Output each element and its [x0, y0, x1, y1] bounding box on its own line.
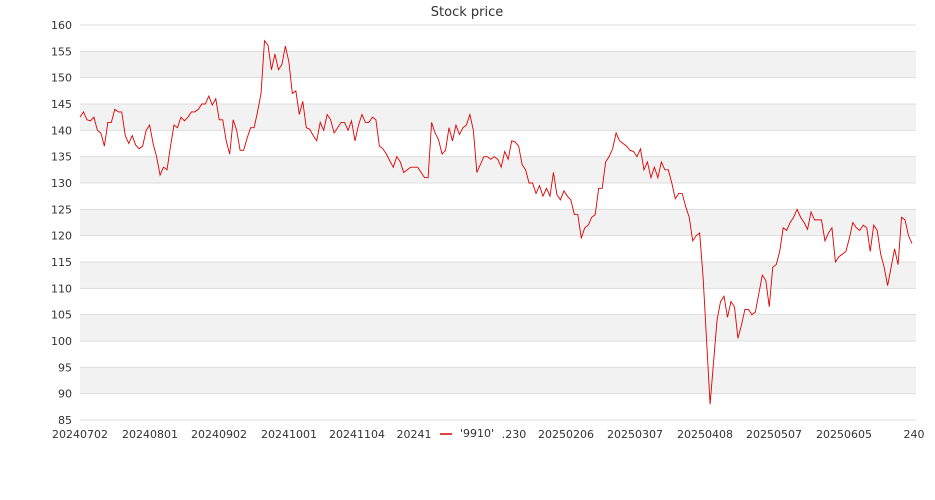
x-tick-label: 240 [904, 428, 925, 441]
background-band [80, 156, 916, 183]
y-tick-label: 135 [51, 151, 72, 164]
x-tick-label: 20250307 [607, 428, 663, 441]
background-bands [80, 51, 916, 394]
x-tick-label: 20241 [397, 428, 432, 441]
background-band [80, 262, 916, 289]
y-tick-label: 150 [51, 72, 72, 85]
x-tick-label: 20240902 [191, 428, 247, 441]
y-tick-label: 90 [58, 388, 72, 401]
background-band [80, 51, 916, 78]
gridlines [80, 24, 916, 421]
y-tick-label: 95 [58, 361, 72, 374]
legend-background [436, 426, 500, 441]
y-tick-label: 125 [51, 203, 72, 216]
y-tick-label: 155 [51, 45, 72, 58]
y-tick-label: 120 [51, 230, 72, 243]
x-tick-label: .230 [502, 428, 527, 441]
y-tick-label: 105 [51, 309, 72, 322]
x-tick-label: 20250507 [746, 428, 802, 441]
legend-label: '9910' [460, 427, 494, 440]
x-tick-label: 20250206 [538, 428, 594, 441]
x-tick-label: 20241104 [329, 428, 385, 441]
x-tick-label: 20240801 [122, 428, 178, 441]
background-band [80, 314, 916, 341]
x-tick-label: 20250605 [816, 428, 872, 441]
background-band [80, 104, 916, 131]
x-axis-ticks: 20240702 20240801 20240902 20241001 20241104… [52, 428, 925, 441]
series-line [79, 39, 913, 405]
y-tick-label: 115 [51, 256, 72, 269]
x-tick-label: 20241001 [261, 428, 317, 441]
x-tick-label: 20250408 [677, 428, 733, 441]
y-tick-label: 110 [51, 282, 72, 295]
background-band [80, 367, 916, 394]
y-tick-label: 130 [51, 177, 72, 190]
y-tick-label: 145 [51, 98, 72, 111]
y-tick-label: 160 [51, 19, 72, 32]
y-axis-ticks: 85 90 95 100 105 110 115 120 125 130 135 140 145 150 1… [51, 19, 72, 427]
background-band [80, 209, 916, 236]
y-tick-label: 85 [58, 414, 72, 427]
chart-title: Stock price [431, 5, 503, 20]
y-tick-label: 100 [51, 335, 72, 348]
x-tick-label: 20240702 [52, 428, 108, 441]
y-tick-label: 140 [51, 124, 72, 137]
legend: '9910' [436, 426, 500, 441]
